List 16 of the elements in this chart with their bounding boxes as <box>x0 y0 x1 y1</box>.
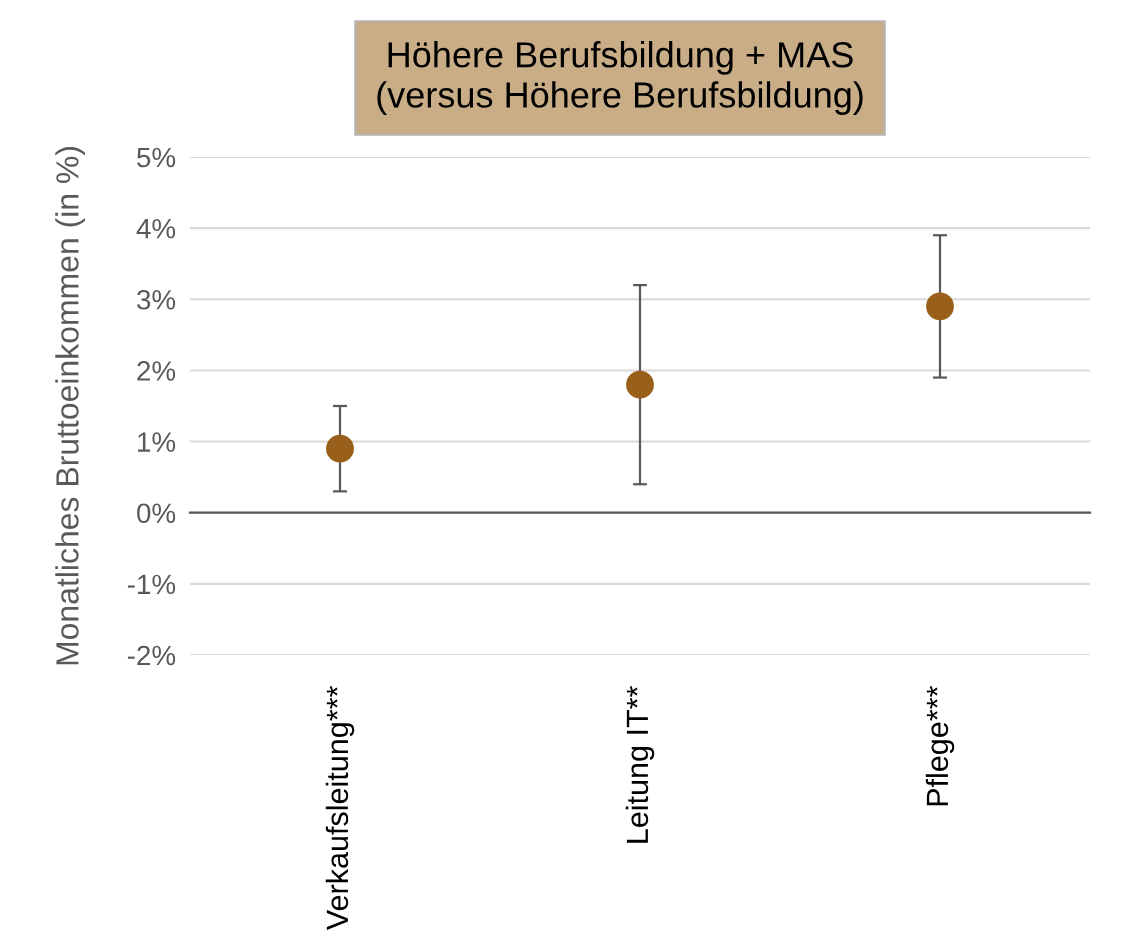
x-tick-label: Verkaufsleitung*** <box>325 686 355 931</box>
y-tick-label: 4% <box>136 218 176 239</box>
point <box>926 292 954 321</box>
y-tick-label: 1% <box>138 432 176 452</box>
y-tick-label: 5% <box>137 147 176 168</box>
x-tick-label: Pflege*** <box>925 686 955 806</box>
y-tick-label: 0% <box>137 503 176 524</box>
chart-title: Höhere Berufsbildung + MAS (versus Höhere Berufsbildung) <box>377 41 863 115</box>
y-tick-label: -2% <box>127 645 176 666</box>
x-tick-label: Leitung IT** <box>625 686 655 843</box>
point <box>626 370 654 399</box>
y-tick-label: 2% <box>137 361 176 381</box>
y-tick-label: 3% <box>137 289 176 310</box>
point <box>326 434 354 463</box>
y-axis-title: Monatliches Bruttoeinkommen (in %) <box>55 146 86 665</box>
y-tick-label: -1% <box>127 574 176 595</box>
